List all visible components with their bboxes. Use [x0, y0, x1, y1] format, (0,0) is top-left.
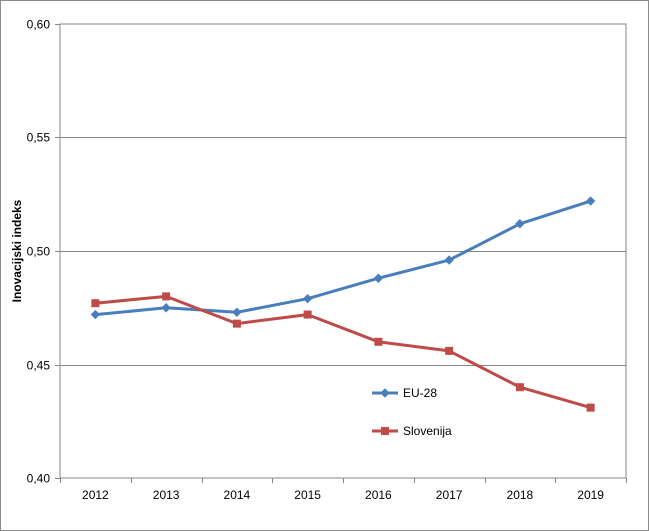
- data-point-slovenija: [374, 337, 383, 346]
- data-point-slovenija: [515, 383, 524, 392]
- data-point-eu-28: [444, 255, 454, 265]
- axes: [55, 23, 627, 483]
- x-tick-label: 2015: [294, 488, 321, 502]
- series: [90, 196, 596, 412]
- data-point-slovenija: [445, 346, 454, 355]
- x-tick-label: 2014: [224, 488, 251, 502]
- data-point-eu-28: [373, 273, 384, 283]
- x-tick-label: 2012: [82, 488, 109, 502]
- legend-marker-slovenija: [381, 427, 389, 435]
- y-axis-title: Inovacijski indeks: [10, 199, 24, 302]
- y-tick-label: 0,40: [27, 472, 51, 486]
- legend-label-slovenija: Slovenija: [403, 424, 452, 438]
- legend-marker-eu-28: [380, 388, 390, 398]
- legend-label-eu-28: EU-28: [403, 386, 437, 400]
- data-point-eu-28: [585, 196, 596, 206]
- data-point-eu-28: [232, 307, 242, 317]
- data-point-eu-28: [90, 309, 101, 320]
- x-tick-label: 2013: [153, 488, 180, 502]
- gridlines: [60, 137, 626, 366]
- data-point-eu-28: [161, 303, 171, 313]
- data-point-slovenija: [586, 403, 595, 412]
- data-point-slovenija: [91, 299, 100, 308]
- x-tick-label: 2016: [365, 488, 392, 502]
- series-line-eu-28: [93, 199, 593, 317]
- y-tick-label: 0,45: [27, 359, 51, 373]
- series-line-slovenija: [93, 294, 593, 410]
- y-tick-label: 0,55: [27, 131, 51, 145]
- tick-labels: 0,40 0,45 0,50 0,55 0,60 2012 2013 2014 2015 2016…: [27, 18, 605, 503]
- data-point-eu-28: [515, 219, 525, 229]
- x-tick-label: 2017: [436, 488, 463, 502]
- y-tick-label: 0,60: [27, 18, 51, 32]
- x-tick-label: 2018: [507, 488, 534, 502]
- y-tick-label: 0,50: [27, 245, 51, 259]
- x-tick-label: 2019: [577, 488, 604, 502]
- data-point-slovenija: [303, 310, 312, 319]
- data-point-eu-28: [302, 293, 313, 304]
- legend: EU-28 Slovenija: [372, 386, 452, 438]
- data-point-slovenija: [162, 292, 171, 301]
- data-point-slovenija: [232, 319, 241, 328]
